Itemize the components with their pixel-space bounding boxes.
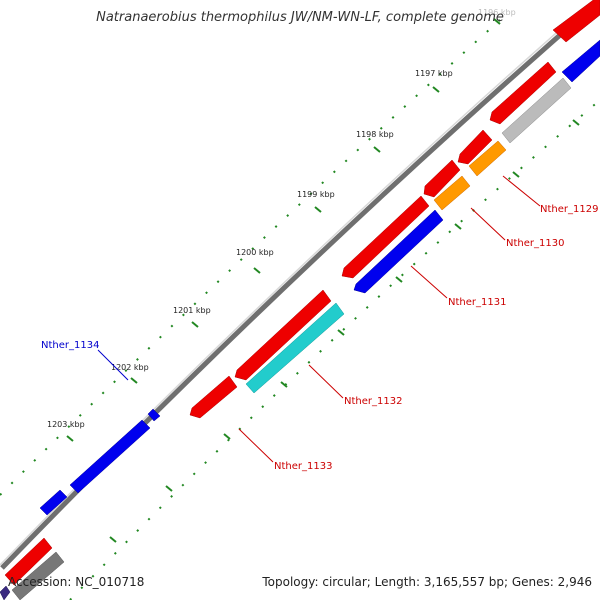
tick-label-1199: 1199 kbp bbox=[297, 190, 335, 199]
gene-bottom-purple[interactable] bbox=[0, 585, 11, 600]
genome-backbone bbox=[0, 0, 600, 570]
genome-summary-text: Topology: circular; Length: 3,165,557 bp… bbox=[262, 575, 592, 589]
inner-tick-ring bbox=[69, 99, 600, 600]
outer-tick-ring bbox=[0, 19, 501, 496]
label-nther-1134[interactable]: Nther_1134 bbox=[41, 340, 99, 351]
callout-nther-1131 bbox=[410, 265, 448, 299]
tick-labels: 1196 kbp 1197 kbp 1198 kbp 1199 kbp 1200… bbox=[47, 8, 516, 429]
gene-nther-1132-fwd[interactable] bbox=[341, 195, 430, 279]
gene-orange-1130[interactable] bbox=[433, 175, 471, 211]
label-callouts bbox=[97, 175, 541, 463]
callout-nther-1129 bbox=[502, 175, 541, 207]
gene-cyan-1132[interactable] bbox=[245, 302, 345, 394]
gene-labels: Nther_1129 Nther_1130 Nther_1131 Nther_1… bbox=[41, 204, 598, 472]
tick-label-1198: 1198 kbp bbox=[356, 130, 394, 139]
gene-nther-1131-fwd[interactable] bbox=[423, 159, 461, 198]
callout-nther-1132 bbox=[308, 364, 344, 399]
gene-blue-1131[interactable] bbox=[353, 209, 444, 294]
gene-orange-1129[interactable] bbox=[468, 140, 507, 177]
tick-label-1203: 1203 kbp bbox=[47, 420, 85, 429]
kbp-ticks-outer bbox=[66, 18, 501, 442]
gene-bottom-red[interactable] bbox=[4, 537, 53, 586]
gene-nther-1134-fwd[interactable] bbox=[189, 375, 238, 419]
gene-nther-1133-fwd[interactable] bbox=[234, 289, 332, 381]
tick-label-1202: 1202 kbp bbox=[111, 363, 149, 372]
callout-nther-1134 bbox=[97, 349, 129, 381]
callout-nther-1133 bbox=[238, 428, 274, 463]
accession-text: Accession: NC_010718 bbox=[8, 575, 145, 589]
label-nther-1132[interactable]: Nther_1132 bbox=[344, 396, 402, 407]
gene-blue-short[interactable] bbox=[39, 489, 68, 516]
reverse-strand-genes bbox=[0, 39, 600, 600]
gene-top-right-blue[interactable] bbox=[561, 39, 600, 83]
label-nther-1133[interactable]: Nther_1133 bbox=[274, 461, 332, 472]
gene-gray[interactable] bbox=[501, 77, 572, 144]
forward-strand-genes bbox=[4, 0, 600, 586]
inner-blue-genes bbox=[39, 408, 161, 516]
kbp-ticks-inner bbox=[109, 119, 580, 543]
label-nther-1131[interactable]: Nther_1131 bbox=[448, 297, 506, 308]
gene-nther-1128[interactable] bbox=[552, 0, 600, 43]
tick-label-1201: 1201 kbp bbox=[173, 306, 211, 315]
map-title: Natranaerobius thermophilus JW/NM-WN-LF,… bbox=[96, 10, 504, 25]
gene-blue-long[interactable] bbox=[69, 419, 151, 494]
gene-nther-1130-fwd[interactable] bbox=[457, 129, 493, 165]
tick-label-1197: 1197 kbp bbox=[415, 69, 453, 78]
label-nther-1130[interactable]: Nther_1130 bbox=[506, 238, 564, 249]
tick-label-1200: 1200 kbp bbox=[236, 248, 274, 257]
label-nther-1129[interactable]: Nther_1129 bbox=[540, 204, 598, 215]
gene-nther-1134[interactable] bbox=[147, 408, 161, 422]
tick-label-1196: 1196 kbp bbox=[478, 8, 516, 17]
callout-nther-1130 bbox=[470, 207, 506, 241]
gene-bottom-gray[interactable] bbox=[11, 551, 65, 600]
gene-nther-1129-fwd[interactable] bbox=[489, 61, 557, 125]
